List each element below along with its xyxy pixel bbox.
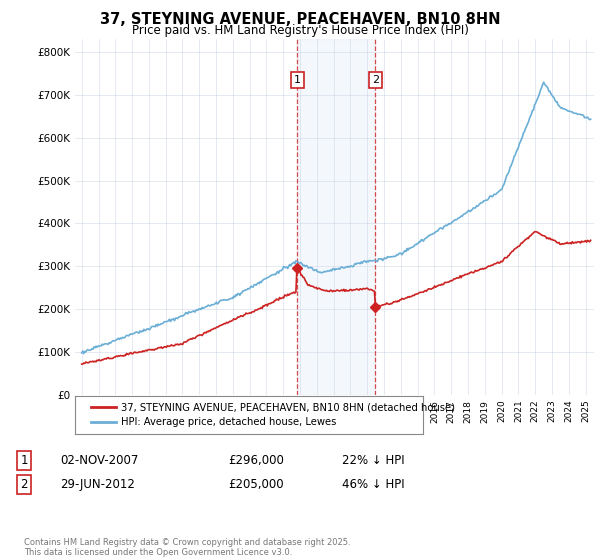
Bar [298, 39, 376, 395]
Text: 22% ↓ HPI: 22% ↓ HPI [342, 454, 404, 467]
Text: 37, STEYNING AVENUE, PEACEHAVEN, BN10 8HN: 37, STEYNING AVENUE, PEACEHAVEN, BN10 8H… [100, 12, 500, 27]
Text: Contains HM Land Registry data © Crown copyright and database right 2025.
This d: Contains HM Land Registry data © Crown c… [24, 538, 350, 557]
Text: 29-JUN-2012: 29-JUN-2012 [60, 478, 135, 491]
Text: £296,000: £296,000 [228, 454, 284, 467]
Text: 1: 1 [20, 454, 28, 467]
Text: 1: 1 [294, 75, 301, 85]
Text: Price paid vs. HM Land Registry's House Price Index (HPI): Price paid vs. HM Land Registry's House … [131, 24, 469, 37]
Text: £205,000: £205,000 [228, 478, 284, 491]
Text: 02-NOV-2007: 02-NOV-2007 [60, 454, 139, 467]
Text: 2: 2 [20, 478, 28, 491]
Legend: 37, STEYNING AVENUE, PEACEHAVEN, BN10 8HN (detached house), HPI: Average price, : 37, STEYNING AVENUE, PEACEHAVEN, BN10 8H… [87, 399, 459, 431]
Text: 2: 2 [372, 75, 379, 85]
Text: 46% ↓ HPI: 46% ↓ HPI [342, 478, 404, 491]
